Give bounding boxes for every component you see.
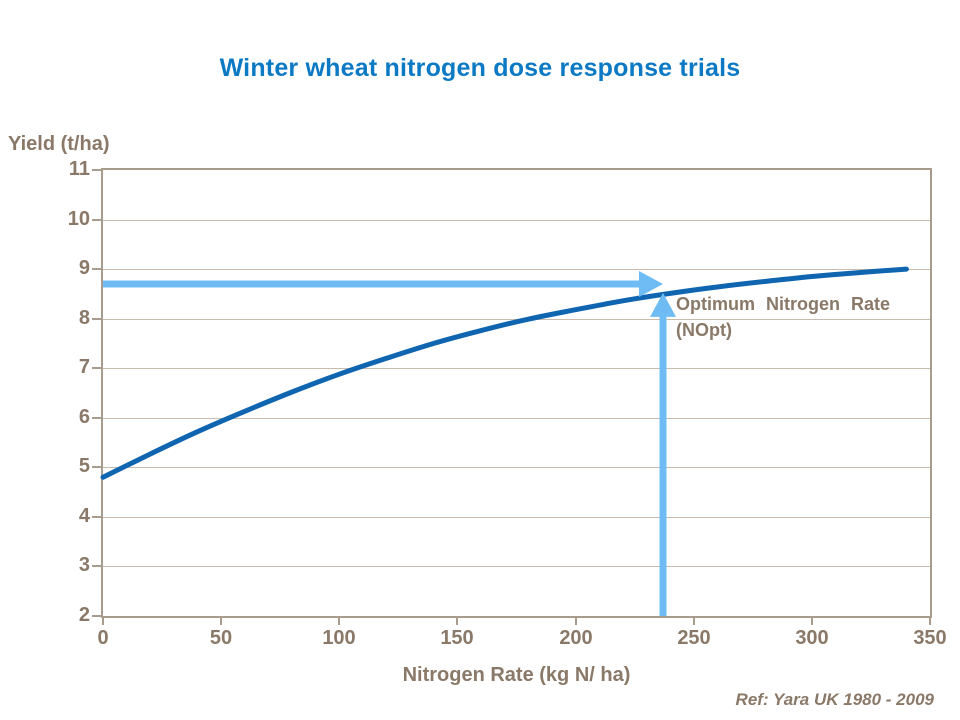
- gridline-y-7: [103, 368, 930, 369]
- gridline-y-9: [103, 269, 930, 270]
- y-tick-mark-10: [92, 219, 101, 221]
- plot-area: [101, 168, 932, 618]
- y-tick-label-2: 2: [78, 604, 90, 626]
- optimum-annotation: Optimum Nitrogen Rate (NOpt): [676, 291, 930, 343]
- x-axis-title: Nitrogen Rate (kg N/ ha): [402, 664, 631, 686]
- x-tick-label-0: 0: [97, 627, 109, 649]
- vertical-arrow: [650, 292, 676, 616]
- y-tick-mark-2: [92, 615, 101, 617]
- y-tick-mark-7: [92, 367, 101, 369]
- x-tick-mark-200: [575, 618, 577, 625]
- y-tick-label-9: 9: [78, 257, 90, 279]
- chart-title: Winter wheat nitrogen dose response tria…: [219, 54, 741, 82]
- y-tick-mark-6: [92, 417, 101, 419]
- x-tick-mark-50: [220, 618, 222, 625]
- y-axis-title: Yield (t/ha): [8, 133, 110, 155]
- optimum-annotation-line2: (NOpt): [676, 320, 732, 340]
- horizontal-arrow: [103, 271, 663, 297]
- y-tick-label-8: 8: [78, 307, 90, 329]
- y-tick-mark-9: [92, 268, 101, 270]
- y-tick-label-3: 3: [78, 554, 90, 576]
- gridline-y-3: [103, 566, 930, 567]
- ref-note: Ref: Yara UK 1980 - 2009: [735, 690, 934, 709]
- x-tick-label-50: 50: [209, 627, 233, 649]
- y-tick-label-6: 6: [78, 406, 90, 428]
- x-tick-label-350: 350: [913, 627, 947, 649]
- y-tick-label-11: 11: [68, 158, 90, 180]
- x-tick-label-300: 300: [795, 627, 829, 649]
- x-tick-mark-350: [929, 618, 931, 625]
- y-tick-label-7: 7: [78, 356, 90, 378]
- x-tick-label-150: 150: [440, 627, 474, 649]
- x-tick-mark-150: [456, 618, 458, 625]
- x-tick-mark-0: [102, 618, 104, 625]
- gridline-y-10: [103, 220, 930, 221]
- chart-drawing-layer: [100, 266, 909, 616]
- y-tick-label-10: 10: [67, 208, 90, 230]
- x-tick-label-250: 250: [677, 627, 711, 649]
- x-tick-mark-100: [338, 618, 340, 625]
- x-tick-mark-300: [811, 618, 813, 625]
- y-tick-mark-3: [92, 565, 101, 567]
- y-tick-mark-8: [92, 318, 101, 320]
- x-tick-mark-250: [693, 618, 695, 625]
- optimum-annotation-line1: Optimum Nitrogen Rate: [676, 294, 891, 314]
- gridline-y-6: [103, 418, 930, 419]
- y-tick-mark-4: [92, 516, 101, 518]
- x-tick-label-100: 100: [322, 627, 356, 649]
- y-tick-label-5: 5: [78, 455, 90, 477]
- y-tick-label-4: 4: [78, 505, 90, 527]
- y-tick-mark-11: [92, 169, 101, 171]
- gridline-y-5: [103, 467, 930, 468]
- y-tick-mark-5: [92, 466, 101, 468]
- x-tick-label-200: 200: [559, 627, 593, 649]
- gridline-y-4: [103, 517, 930, 518]
- response-curve: [100, 266, 909, 480]
